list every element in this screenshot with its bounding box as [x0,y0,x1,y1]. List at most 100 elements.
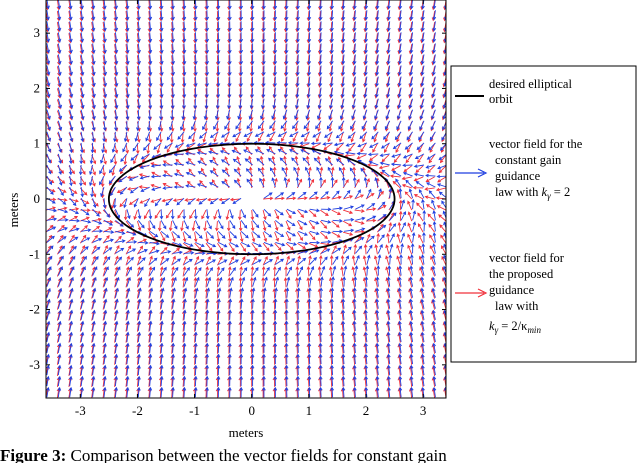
constant-gain-arrow [239,87,243,99]
constant-gain-arrow [341,21,346,32]
constant-gain-arrow [92,208,100,217]
constant-gain-arrow [364,320,368,331]
constant-gain-arrow [103,298,108,309]
constant-gain-arrow [330,287,335,298]
proposed-law-arrow [204,277,209,288]
proposed-law-arrow [308,209,317,218]
constant-gain-arrow [177,131,185,140]
constant-gain-arrow [400,221,406,232]
constant-gain-arrow [333,142,345,147]
constant-gain-arrow [148,331,153,342]
constant-gain-arrow [171,353,175,365]
constant-gain-arrow [262,54,266,65]
constant-gain-arrow [216,375,221,387]
constant-gain-arrow [425,164,436,169]
constant-gain-arrow [316,166,322,177]
constant-gain-arrow [250,386,255,398]
constant-gain-arrow [371,131,379,140]
constant-gain-arrow [335,158,345,166]
constant-gain-arrow [46,153,52,164]
constant-gain-arrow [57,298,62,309]
constant-gain-arrow [352,309,357,320]
constant-gain-arrow [228,331,232,342]
proposed-law-arrow [227,288,231,299]
constant-gain-arrow [420,254,425,265]
constant-gain-arrow [80,54,85,65]
constant-gain-arrow [286,258,296,265]
constant-gain-arrow [300,131,310,138]
constant-gain-arrow [46,65,51,76]
constant-gain-arrow [173,172,185,177]
constant-gain-arrow [318,353,323,365]
proposed-law-arrow [182,232,187,243]
proposed-law-arrow [373,255,378,266]
constant-gain-arrow [377,243,383,254]
constant-gain-arrow [137,266,144,276]
constant-gain-arrow [126,276,131,287]
constant-gain-arrow [395,178,402,188]
constant-gain-arrow [171,76,176,87]
constant-gain-arrow [46,186,54,195]
constant-gain-arrow [426,153,436,160]
constant-gain-arrow [119,186,128,195]
constant-gain-arrow [273,298,278,309]
proposed-law-arrow [260,121,265,132]
constant-gain-arrow [114,65,119,76]
constant-gain-arrow [386,32,391,43]
proposed-law-arrow [136,266,141,277]
proposed-law-arrow [404,191,413,200]
proposed-law-arrow [272,276,277,288]
constant-gain-arrow [432,220,437,232]
constant-gain-arrow [273,54,278,65]
constant-gain-arrow [364,298,368,309]
constant-gain-arrow [248,109,254,120]
constant-gain-arrow [285,298,289,309]
constant-gain-arrow [298,257,307,265]
constant-gain-arrow [239,54,244,65]
proposed-law-arrow [216,288,220,299]
constant-gain-arrow [341,364,346,376]
constant-gain-arrow [239,309,244,320]
constant-gain-arrow [375,10,380,21]
constant-gain-arrow [330,342,334,353]
constant-gain-arrow [409,320,414,331]
proposed-law-arrow [171,255,176,266]
constant-gain-arrow [352,65,357,76]
constant-gain-arrow [57,255,64,265]
constant-gain-arrow [308,287,312,298]
constant-gain-arrow [92,219,103,225]
legend-red-line5: kγ = 2/κmin [489,319,541,335]
constant-gain-arrow [68,10,73,21]
constant-gain-arrow [374,98,379,109]
constant-gain-arrow [367,152,379,157]
proposed-law-arrow [395,143,401,154]
constant-gain-arrow [239,342,244,353]
constant-gain-arrow [137,21,141,32]
constant-gain-arrow [228,54,232,65]
proposed-law-arrow [440,234,446,244]
proposed-law-arrow [413,194,424,200]
proposed-law-arrow [385,277,390,288]
proposed-law-arrow [262,221,267,232]
proposed-law-arrow [250,265,255,277]
constant-gain-arrow [160,266,167,276]
constant-gain-arrow [137,65,142,76]
constant-gain-arrow [390,162,402,167]
constant-gain-arrow [126,266,132,276]
constant-gain-arrow [269,167,276,177]
constant-gain-arrow [402,153,413,159]
constant-gain-arrow [137,364,141,376]
constant-gain-arrow [311,149,322,155]
proposed-law-arrow [125,245,132,255]
proposed-law-arrow [274,220,279,232]
constant-gain-arrow [273,76,277,87]
constant-gain-arrow [252,230,261,239]
proposed-law-arrow [91,244,97,255]
constant-gain-arrow [436,174,446,179]
proposed-law-arrow [386,232,390,244]
caption-text: Comparison between the vector fields for… [66,446,447,463]
y-tick-label: 3 [34,25,41,40]
constant-gain-arrow [297,276,302,287]
constant-gain-arrow [171,43,176,54]
